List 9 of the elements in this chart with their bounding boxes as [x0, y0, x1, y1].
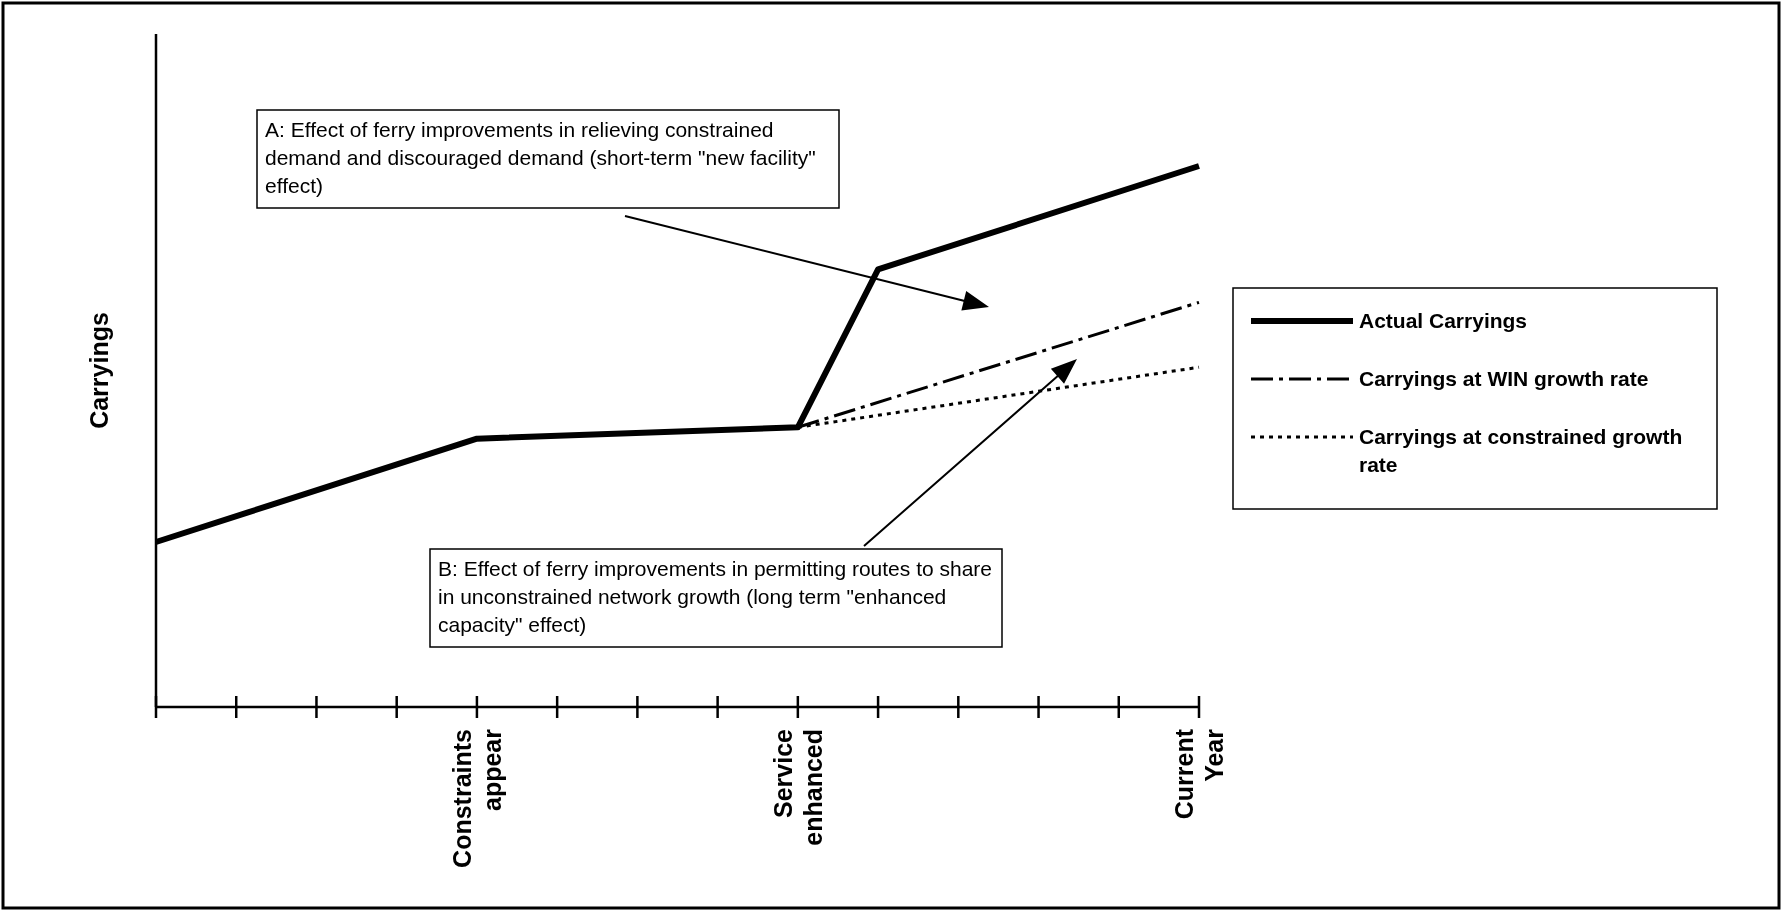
- legend-label: Carryings at constrained growth rate: [1359, 425, 1683, 476]
- y-axis-title: Carryings: [85, 312, 113, 429]
- legend-label: Carryings at WIN growth rate: [1359, 367, 1649, 390]
- x-tick-label: Current Year: [1170, 728, 1228, 820]
- x-tick-label: Service enhanced: [768, 728, 827, 846]
- legend-label: Actual Carryings: [1359, 309, 1528, 332]
- annotation: B: Effect of ferry improvements in permitting routes to share in unconstrained network growth (long term "enhanced capacity" effect): [438, 557, 993, 636]
- x-tick-label: Constraints appear: [447, 728, 506, 868]
- annotation: A: Effect of ferry improvements in relieving constrained demand and discouraged demand (short-term "new facility" effect): [265, 118, 816, 197]
